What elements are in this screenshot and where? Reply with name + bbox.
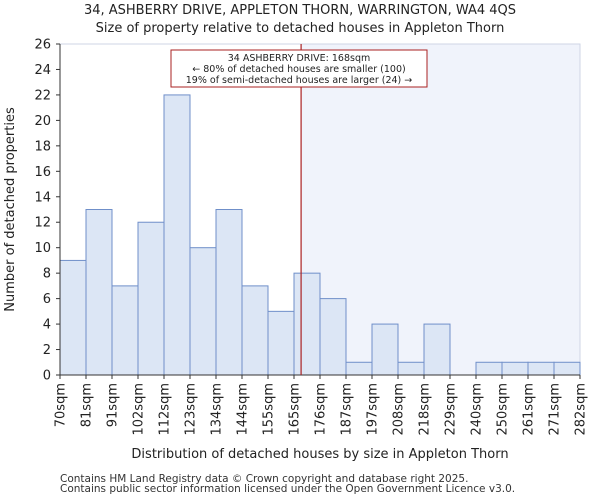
chart-title: 34, ASHBERRY DRIVE, APPLETON THORN, WARR… xyxy=(83,3,517,18)
bar xyxy=(397,361,425,376)
x-tick-label: 102sqm xyxy=(132,383,147,436)
y-tick-label: 10 xyxy=(34,241,51,256)
footer-licence: Contains public sector information licen… xyxy=(60,483,516,495)
chart-subtitle: Size of property relative to detached ho… xyxy=(95,21,505,36)
y-tick-label: 2 xyxy=(43,343,51,358)
x-tick-label: 123sqm xyxy=(184,383,199,436)
x-tick-label: 176sqm xyxy=(314,383,329,436)
bar xyxy=(553,361,581,376)
y-tick-label: 16 xyxy=(34,165,51,180)
bar xyxy=(267,310,295,376)
annotation-box xyxy=(170,49,428,88)
bar xyxy=(241,285,269,376)
bar xyxy=(475,361,503,376)
shaded-region xyxy=(301,44,580,375)
y-tick-label: 8 xyxy=(43,267,51,282)
bar xyxy=(371,323,399,376)
x-tick-label: 134sqm xyxy=(210,383,225,436)
x-tick-label: 187sqm xyxy=(340,383,355,436)
x-tick-label: 112sqm xyxy=(158,383,173,436)
bar xyxy=(111,285,139,376)
bar xyxy=(137,221,165,376)
y-tick-label: 22 xyxy=(34,88,51,103)
x-tick-label: 91sqm xyxy=(106,383,121,427)
y-tick-label: 24 xyxy=(34,63,51,78)
x-tick-label: 282sqm xyxy=(574,383,589,436)
x-tick-label: 155sqm xyxy=(262,383,277,436)
y-tick-label: 26 xyxy=(34,38,51,53)
y-tick-label: 12 xyxy=(34,216,51,231)
bar xyxy=(501,361,529,376)
x-axis-title: Distribution of detached houses by size … xyxy=(131,447,508,462)
x-tick-label: 261sqm xyxy=(522,383,537,436)
footer-copyright: Contains HM Land Registry data © Crown c… xyxy=(60,473,469,485)
y-axis-title: Number of detached properties xyxy=(3,107,18,312)
x-tick-label: 70sqm xyxy=(54,383,69,427)
y-tick-label: 0 xyxy=(43,369,51,384)
x-tick-label: 218sqm xyxy=(418,383,433,436)
x-tick-label: 229sqm xyxy=(444,383,459,436)
bar xyxy=(527,361,555,376)
x-tick-label: 197sqm xyxy=(366,383,381,436)
bar xyxy=(293,272,321,376)
x-tick-label: 271sqm xyxy=(548,383,563,436)
bar xyxy=(59,259,87,376)
x-tick-label: 144sqm xyxy=(236,383,251,436)
bar xyxy=(319,298,347,376)
y-tick-label: 4 xyxy=(43,318,51,333)
x-tick-label: 165sqm xyxy=(288,383,303,436)
bar xyxy=(423,323,451,376)
bar xyxy=(215,209,243,376)
annotation-line-3: 19% of semi-detached houses are larger (… xyxy=(186,75,413,86)
x-tick-label: 81sqm xyxy=(80,383,95,427)
bar xyxy=(85,209,113,376)
annotation-line-1: 34 ASHBERRY DRIVE: 168sqm xyxy=(228,53,371,64)
x-tick-label: 208sqm xyxy=(392,383,407,436)
bar xyxy=(345,361,373,376)
y-tick-label: 6 xyxy=(43,292,51,307)
x-tick-label: 250sqm xyxy=(496,383,511,436)
bar xyxy=(163,94,191,376)
x-tick-label: 240sqm xyxy=(470,383,485,436)
bar xyxy=(189,247,217,376)
y-tick-label: 14 xyxy=(34,190,51,205)
y-tick-label: 18 xyxy=(34,139,51,154)
annotation-line-2: ← 80% of detached houses are smaller (10… xyxy=(192,64,405,75)
y-tick-label: 20 xyxy=(34,114,51,129)
